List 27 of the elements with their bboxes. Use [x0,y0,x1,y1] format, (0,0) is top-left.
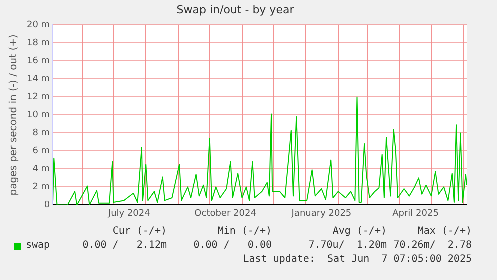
text: 7.70u/ 1.20m [308,240,387,251]
y-tick-label: 14 m [26,74,50,85]
x-tick-label: January 2025 [290,208,352,219]
y-tick-label: 16 m [26,56,50,67]
text: Cur (-/+) [112,226,167,237]
text: Avg (-/+) [332,226,387,237]
y-tick-label: 10 m [26,110,50,121]
x-tick-label: October 2024 [194,208,257,219]
x-tick-label: April 2025 [392,208,439,219]
text: 0.00 / 2.12m [82,240,167,251]
text: Min (-/+) [218,226,272,237]
y-tick-label: 2 m [32,182,50,193]
y-tick-label: 6 m [32,146,50,157]
legend-label: swap [26,240,50,251]
x-tick-label: July 2024 [107,208,151,219]
text: Last update: Sat Jun 7 07:05:00 2025 [243,254,472,265]
y-tick-label: 18 m [26,38,50,49]
y-tick-label: 20 m [26,20,50,31]
y-tick-label: 12 m [26,92,50,103]
text: Max (-/+) [418,226,472,237]
y-tick-label: 8 m [32,128,50,139]
text: 0.00 / 0.00 [194,240,272,251]
y-tick-label: 0 [44,200,50,211]
y-tick-label: 4 m [32,164,50,175]
y-axis-title: pages per second in (-) / out (+) [8,34,20,196]
text: 70.26m/ 2.78 [394,240,472,251]
chart-title: Swap in/out - by year [176,3,295,16]
